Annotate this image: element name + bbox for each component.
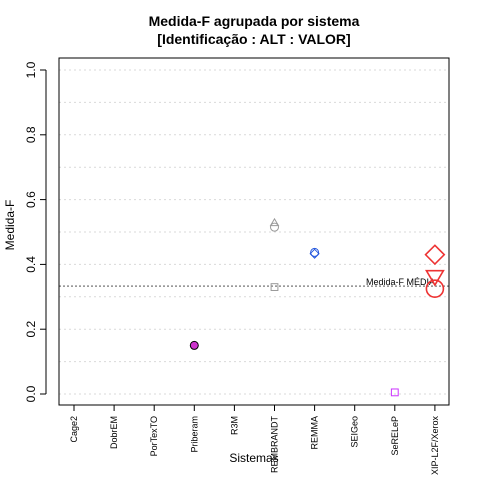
data-point-circle — [425, 279, 445, 299]
y-tick-label: 0.0 — [24, 385, 38, 402]
x-tick-label: XIP-L2F/Xerox — [430, 416, 440, 476]
x-tick-label: SEIGeo — [350, 416, 360, 448]
data-point-square — [270, 283, 279, 291]
grid-lines — [59, 69, 449, 395]
x-tick-label: R3M — [229, 416, 239, 435]
data-point-diamond — [424, 244, 446, 266]
x-tick-label: Priberam — [189, 416, 199, 453]
data-point-circle — [310, 247, 320, 257]
x-tick-label: REMBRANDT — [270, 416, 280, 474]
y-axis-label: Medida-F — [3, 200, 17, 251]
y-tick-label: 0.6 — [24, 191, 38, 208]
data-point-triangle-down — [425, 269, 445, 287]
data-point-triangle — [269, 217, 280, 227]
y-tick-label: 0.8 — [24, 126, 38, 143]
y-tick-label: 1.0 — [24, 61, 38, 78]
y-axis: 0.0 0.2 0.4 0.6 0.8 1.0 — [24, 61, 47, 402]
y-tick-label: 0.4 — [24, 256, 38, 273]
x-tick-label: DobrEM — [109, 416, 119, 449]
chart-title: Medida-F agrupada por sistema — [149, 13, 360, 29]
data-point-diamond — [309, 248, 320, 259]
x-tick-label: Cage2 — [69, 416, 79, 443]
data-point-circle — [189, 340, 199, 350]
x-axis: Cage2 DobrEM PorTexTO Priberam R3M REMBRANDT R… — [69, 404, 440, 476]
y-tick-label: 0.2 — [24, 321, 38, 338]
data-point-circle — [270, 222, 279, 232]
x-axis-label: Sistemas — [229, 451, 278, 465]
data-points — [189, 217, 446, 397]
x-tick-label: REMMA — [310, 416, 320, 450]
x-tick-label: PorTexTO — [149, 416, 159, 456]
chart-subtitle: [Identificação : ALT : VALOR] — [157, 31, 350, 47]
mean-line-group: Medida-F MÉDIA — [59, 277, 449, 287]
data-point-square — [390, 388, 399, 397]
mean-line-label: Medida-F MÉDIA — [366, 277, 435, 287]
x-tick-label: SeRELeP — [390, 416, 400, 456]
